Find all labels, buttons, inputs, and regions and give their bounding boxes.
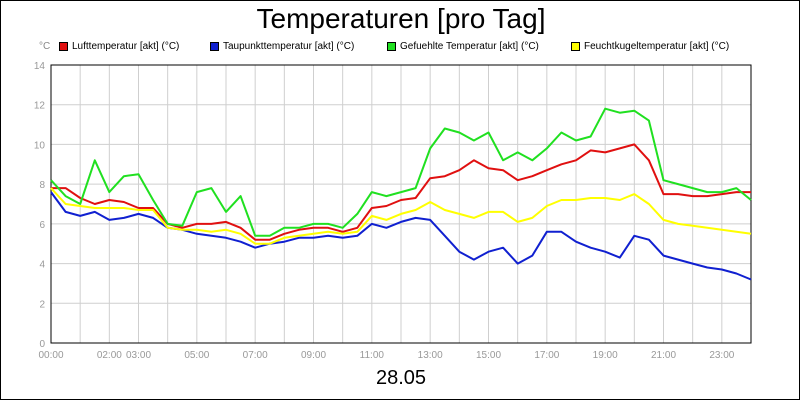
- date-label: 28.05: [375, 367, 427, 389]
- x-tick-label: 21:00: [651, 350, 676, 361]
- x-tick-label: 13:00: [418, 350, 443, 361]
- legend-label-taupunkttemperatur: Taupunkttemperatur [akt] (°C): [223, 40, 355, 52]
- y-tick-label: 10: [34, 140, 46, 151]
- y-tick-label: 0: [39, 339, 45, 350]
- y-tick-label: 8: [39, 180, 45, 191]
- legend-swatch-feuchtkugeltemperatur: [571, 41, 580, 51]
- legend-item-lufttemperatur: Lufttemperatur [akt] (°C): [59, 39, 179, 53]
- x-tick-label: 17:00: [534, 350, 559, 361]
- x-tick-label: 05:00: [184, 350, 209, 361]
- x-tick-label: 23:00: [709, 350, 734, 361]
- legend-label-feuchtkugeltemperatur: Feuchtkugeltemperatur [akt] (°C): [584, 40, 730, 52]
- y-tick-label: 2: [39, 299, 45, 310]
- plot-border: [50, 64, 752, 344]
- legend-item-feuchtkugeltemperatur: Feuchtkugeltemperatur [akt] (°C): [571, 39, 729, 53]
- x-tick-label: 03:00: [126, 350, 151, 361]
- x-tick-label: 07:00: [243, 350, 268, 361]
- y-unit-label: °C: [39, 41, 51, 52]
- x-tick-label: 02:00: [97, 350, 122, 361]
- series-line-4: [50, 187, 752, 245]
- legend-swatch-taupunkttemperatur: [210, 41, 219, 51]
- chart-title: Temperaturen [pro Tag]: [256, 3, 546, 34]
- y-tick-label: 14: [34, 61, 46, 72]
- y-tick-label: 4: [39, 260, 45, 271]
- x-tick-label: 19:00: [593, 350, 618, 361]
- y-tick-label: 6: [39, 220, 45, 231]
- legend-item-taupunkttemperatur: Taupunkttemperatur [akt] (°C): [210, 39, 354, 53]
- legend-item-gefuehlte-temperatur: Gefuehlte Temperatur [akt] (°C): [387, 39, 539, 53]
- legend-swatch-gefuehlte-temperatur: [387, 41, 396, 51]
- legend-swatch-lufttemperatur: [59, 41, 68, 51]
- y-tick-label: 12: [34, 101, 46, 112]
- legend-label-gefuehlte-temperatur: Gefuehlte Temperatur [akt] (°C): [400, 40, 539, 52]
- series-line-3: [50, 107, 752, 237]
- legend-label-lufttemperatur: Lufttemperatur [akt] (°C): [72, 40, 180, 52]
- x-tick-label: 15:00: [476, 350, 501, 361]
- x-tick-label: 00:00: [38, 350, 63, 361]
- x-tick-label: 11:00: [360, 350, 385, 361]
- x-tick-label: 09:00: [301, 350, 326, 361]
